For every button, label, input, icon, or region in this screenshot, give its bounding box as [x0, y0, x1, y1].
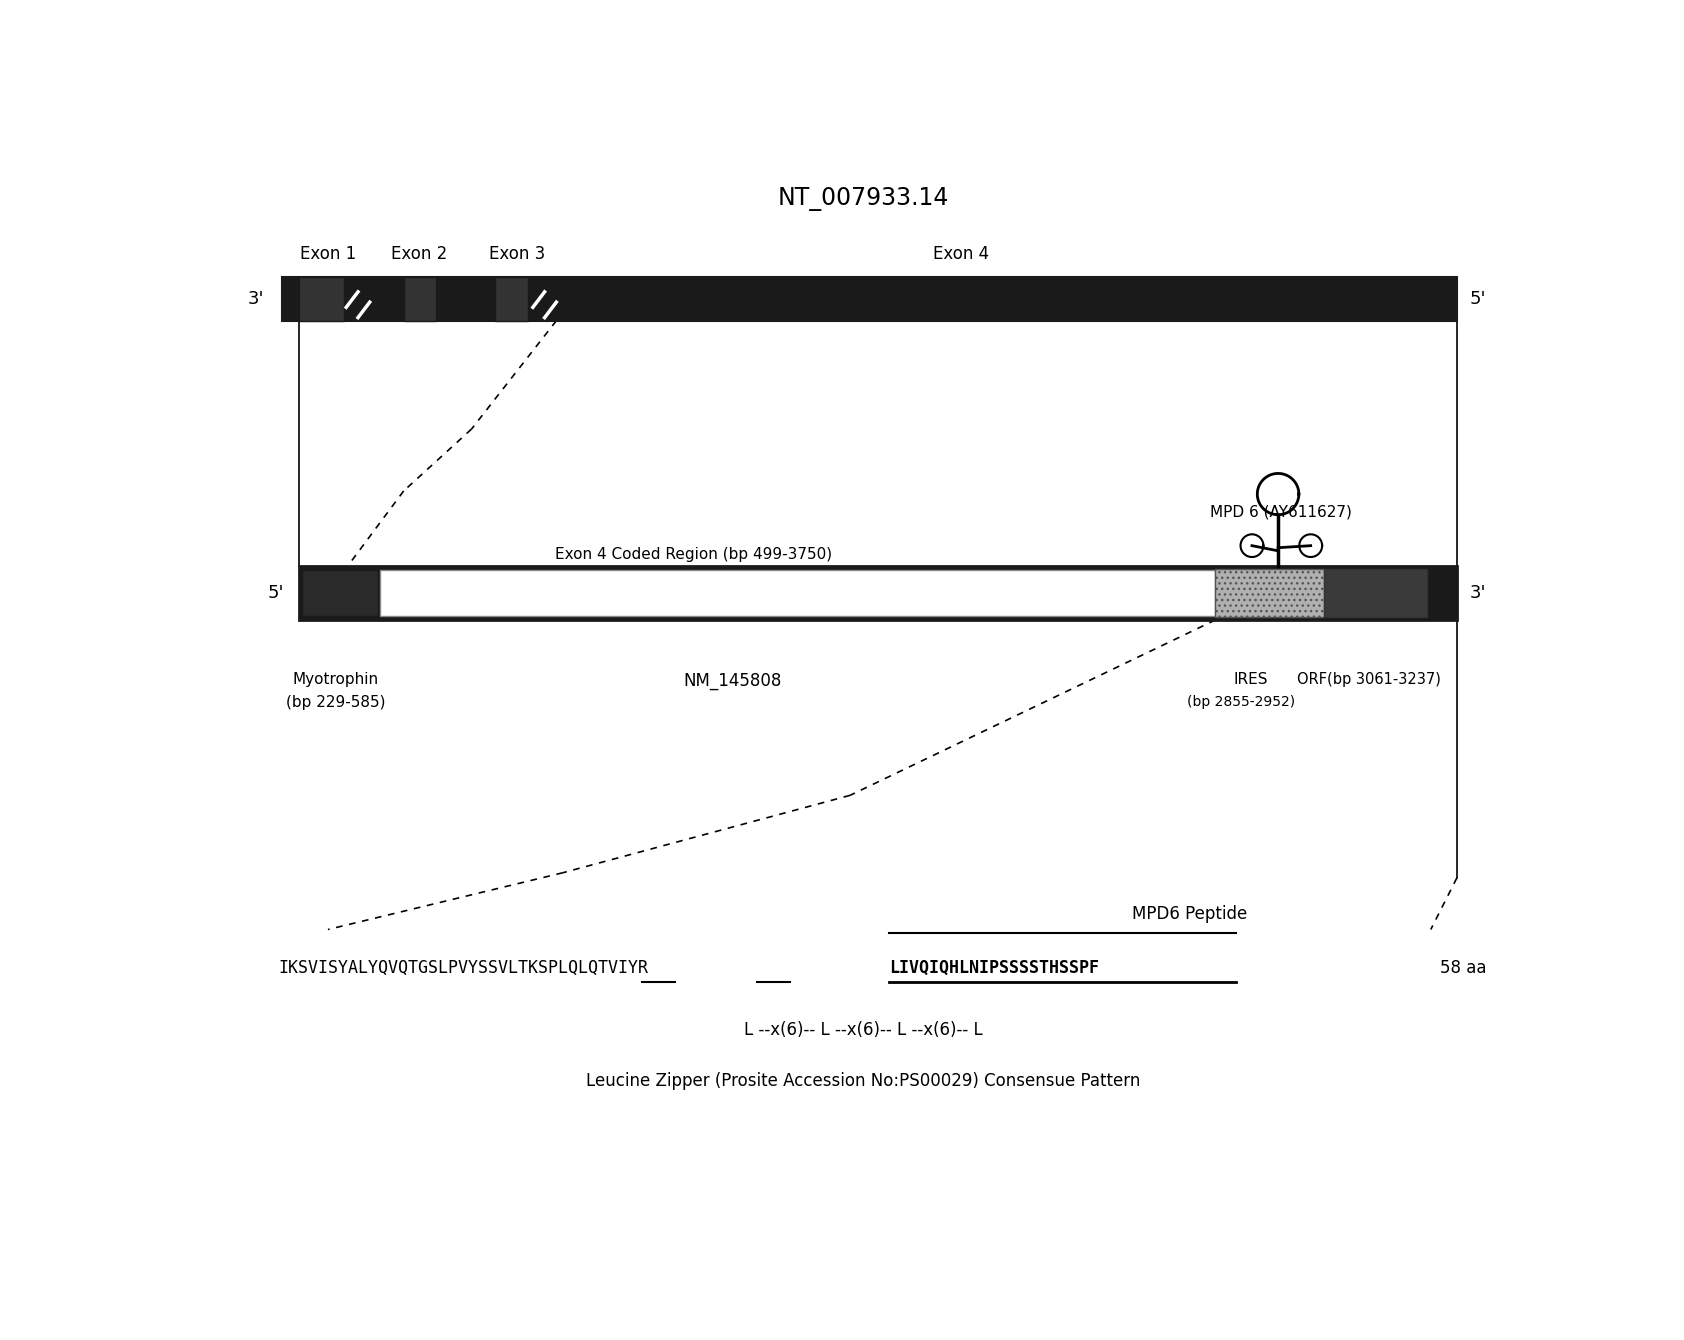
Bar [1324, 570, 1426, 616]
Text: Leucine Zipper (Prosite Accession No:PS00029) Consensue Pattern: Leucine Zipper (Prosite Accession No:PS0… [586, 1072, 1140, 1091]
Text: Exon 3: Exon 3 [488, 245, 546, 263]
Text: 5': 5' [1470, 289, 1487, 308]
Bar [1216, 570, 1324, 616]
Text: 58 aa: 58 aa [1440, 958, 1487, 977]
Bar [301, 571, 377, 616]
Text: NM_145808: NM_145808 [684, 671, 781, 690]
Text: Exon 1: Exon 1 [300, 245, 355, 263]
Bar [495, 277, 527, 320]
Text: LIVQIQHLNIPSSSSTHSSPF: LIVQIQHLNIPSSSSTHSSPF [889, 958, 1100, 977]
Text: 3': 3' [1470, 584, 1487, 602]
Text: Myotrophin: Myotrophin [293, 671, 379, 686]
Text: Exon 4: Exon 4 [933, 245, 989, 263]
Text: 5': 5' [268, 584, 283, 602]
Text: MPD6 Peptide: MPD6 Peptide [1132, 905, 1246, 923]
Text: Exon 4 Coded Region (bp 499-3750): Exon 4 Coded Region (bp 499-3750) [554, 548, 832, 563]
Text: (bp 2855-2952): (bp 2855-2952) [1187, 695, 1295, 709]
Text: L --x(6)-- L --x(6)-- L --x(6)-- L: L --x(6)-- L --x(6)-- L --x(6)-- L [744, 1021, 982, 1038]
Bar [283, 277, 1457, 320]
Bar [300, 567, 1457, 620]
Bar [404, 277, 436, 320]
Bar [300, 277, 344, 320]
Bar [381, 571, 1216, 616]
Text: IRES: IRES [1233, 671, 1268, 686]
Text: ORF(bp 3061-3237): ORF(bp 3061-3237) [1297, 671, 1442, 686]
Text: Exon 2: Exon 2 [391, 245, 448, 263]
Text: MPD 6 (AY611627): MPD 6 (AY611627) [1209, 504, 1352, 519]
Text: 3': 3' [248, 289, 264, 308]
Text: IKSVISYALYQVQTGSLPVYSSVLTKSPLQLQTVIYR: IKSVISYALYQVQTGSLPVYSSVLTKSPLQLQTVIYR [278, 958, 648, 977]
Text: NT_007933.14: NT_007933.14 [778, 188, 948, 210]
Text: (bp 229-585): (bp 229-585) [286, 695, 386, 710]
